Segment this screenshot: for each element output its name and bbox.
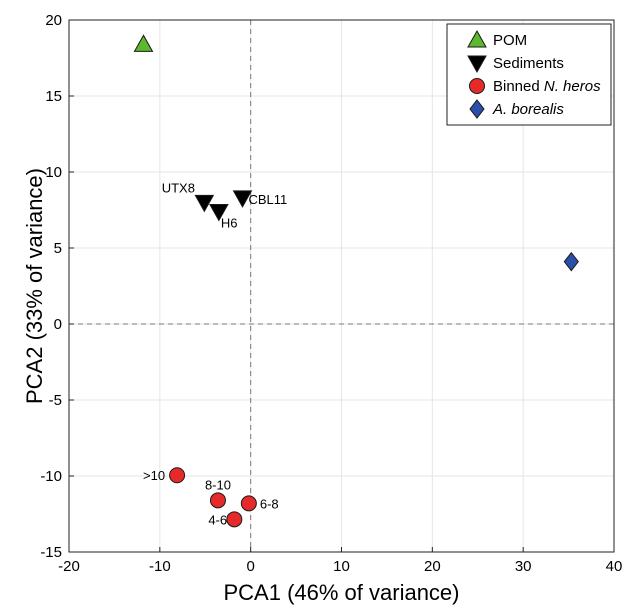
y-tick-label: 0: [54, 316, 62, 333]
y-tick-label: -5: [49, 392, 62, 409]
legend-label: A. borealis: [492, 101, 564, 118]
data-points: UTX8 H6 CBL11 >10 8-10 4-6 6-8: [133, 34, 579, 528]
legend-item: A. borealis: [469, 99, 564, 119]
series-2: >10 8-10 4-6 6-8: [143, 467, 279, 528]
data-point: [226, 511, 243, 528]
point-label: CBL11: [248, 192, 287, 207]
x-tick-label: -10: [149, 558, 171, 575]
x-tick-label: 30: [515, 558, 532, 575]
x-tick-label: 20: [424, 558, 441, 575]
data-point: [209, 492, 226, 509]
data-point: [240, 495, 257, 512]
y-axis-label: PCA2 (33% of variance): [22, 168, 47, 404]
x-tick-label: 10: [333, 558, 350, 575]
legend-label-text: Binned: [493, 78, 544, 95]
point-label: UTX8: [162, 180, 195, 195]
y-tick-label: 20: [45, 12, 62, 29]
zero-reference-lines: [69, 20, 614, 552]
point-label: H6: [221, 216, 238, 231]
series-0: [133, 34, 154, 52]
data-point: [194, 194, 215, 213]
legend-label: Binned N. heros: [493, 78, 601, 95]
x-tick-label: 0: [246, 558, 254, 575]
data-point: [232, 190, 253, 208]
legend-item: Sediments: [467, 55, 564, 74]
legend-label-italic: N. heros: [544, 78, 601, 95]
y-tick-label: 15: [45, 88, 62, 105]
legend-label-text: POM: [493, 32, 527, 49]
data-point: [133, 34, 154, 52]
data-point: [169, 467, 186, 484]
data-point: [563, 251, 579, 272]
point-label: 8-10: [205, 477, 231, 492]
legend-marker: [469, 78, 485, 94]
legend-label: Sediments: [493, 55, 564, 72]
legend-label: POM: [493, 32, 527, 49]
legend-item: POM: [467, 29, 527, 49]
legend-label-text: Sediments: [493, 55, 564, 72]
data-point: [209, 204, 229, 222]
point-label: 4-6: [208, 512, 227, 527]
axis-ticks: -20 -10 0 10 20 30 40 -15 -10 -5 0 5 10 15 20: [40, 12, 622, 575]
legend-marker: [469, 99, 485, 119]
x-axis-label: PCA1 (46% of variance): [224, 580, 460, 605]
x-tick-label: 40: [606, 558, 623, 575]
series-1: UTX8 H6 CBL11: [162, 180, 288, 230]
legend-item: Binned N. heros: [469, 78, 601, 95]
legend-label-italic: A. borealis: [492, 101, 564, 118]
y-tick-label: 10: [45, 164, 62, 181]
point-label: >10: [143, 468, 165, 483]
point-label: 6-8: [260, 496, 279, 511]
legend: POM Sediments Binned N. heros A. borealis: [446, 23, 612, 126]
series-3: [563, 251, 579, 272]
y-tick-label: 5: [54, 240, 62, 257]
y-tick-label: -15: [40, 544, 62, 561]
x-tick-label: -20: [58, 558, 80, 575]
y-tick-label: -10: [40, 468, 62, 485]
legend-marker: [467, 55, 487, 74]
legend-marker: [467, 29, 487, 48]
